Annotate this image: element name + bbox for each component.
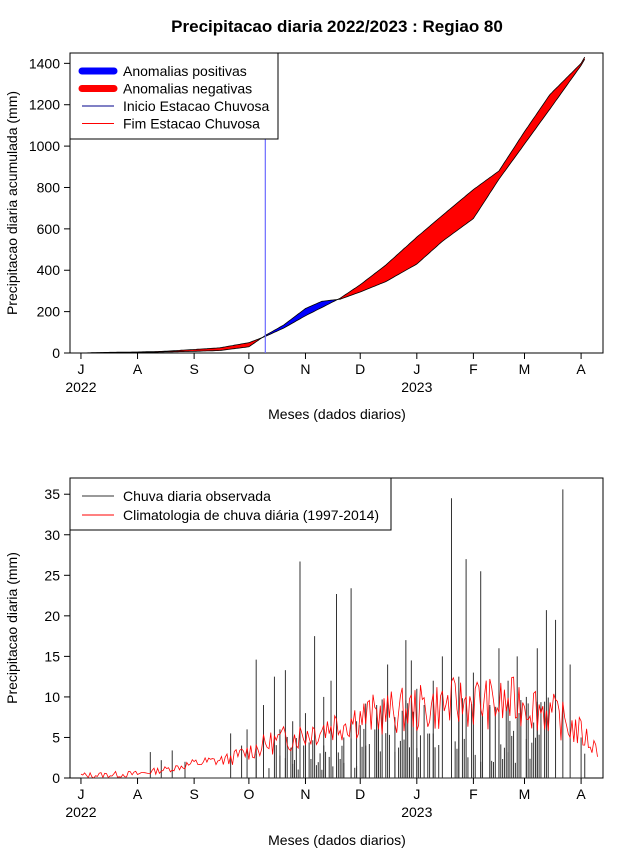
panel-2: 0 5 10 15 20 25 30 35 J A S O N D J F M A 2022 2023 Meses … xyxy=(4,477,604,848)
panel2-observed-bars xyxy=(149,489,586,778)
x-tick-label-3: O xyxy=(243,361,254,377)
y-tick-label-6: 30 xyxy=(44,527,60,543)
panel2-climatology xyxy=(80,676,598,779)
x-tick-label-9: A xyxy=(576,361,586,377)
x-tick-label-4: N xyxy=(300,361,310,377)
y-tick-label-7: 35 xyxy=(44,486,60,502)
y-tick-label-3: 15 xyxy=(44,648,60,664)
legend-label-0: Chuva diaria observada xyxy=(123,488,271,504)
x-tick-label-8: M xyxy=(519,786,531,802)
negative-anomaly-area-0 xyxy=(81,337,262,353)
y-tick-label-0: 0 xyxy=(52,345,60,361)
y-tick-label-1: 200 xyxy=(37,304,61,320)
x-tick-label-5: D xyxy=(355,786,365,802)
year-label-1: 2023 xyxy=(401,804,432,820)
panel2-y-axis: 0 5 10 15 20 25 30 35 xyxy=(44,486,70,786)
x-tick-label-7: F xyxy=(469,361,478,377)
x-tick-label-1: A xyxy=(133,786,143,802)
negative-anomaly-area-2 xyxy=(336,57,585,300)
x-tick-label-6: J xyxy=(413,361,420,377)
x-tick-label-3: O xyxy=(243,786,254,802)
y-tick-label-2: 10 xyxy=(44,689,60,705)
legend-label-2: Inicio Estacao Chuvosa xyxy=(123,98,270,114)
panel2-legend: Chuva diaria observada Climatologia de ch… xyxy=(69,477,392,531)
legend-box xyxy=(69,52,279,140)
x-tick-label-4: N xyxy=(300,786,310,802)
panel1-x-label: Meses (dados diarios) xyxy=(268,406,406,422)
year-label-0: 2022 xyxy=(65,804,96,820)
y-tick-label-2: 400 xyxy=(37,262,61,278)
panel1-plot-frame xyxy=(69,52,604,354)
y-tick-label-3: 600 xyxy=(37,221,61,237)
legend-label-3: Fim Estacao Chuvosa xyxy=(123,116,260,132)
legend-box xyxy=(69,477,392,531)
panel1-legend: Anomalias positivas Anomalias negativasIn… xyxy=(69,52,279,140)
panel2-x-label: Meses (dados diarios) xyxy=(268,832,406,848)
legend-label-0: Anomalias positivas xyxy=(123,63,247,79)
x-tick-label-1: A xyxy=(133,361,143,377)
panel1-title: Precipitacao diaria 2022/2023 : Regiao 8… xyxy=(171,17,503,36)
x-tick-label-2: S xyxy=(189,786,198,802)
x-tick-label-2: S xyxy=(189,361,198,377)
panel2-x-axis: J A S O N D J F M A 2022 2023 xyxy=(65,778,586,820)
x-tick-label-6: J xyxy=(413,786,420,802)
x-tick-label-7: F xyxy=(469,786,478,802)
y-tick-label-4: 20 xyxy=(44,608,60,624)
panel2-y-label: Precipitacao diaria (mm) xyxy=(4,552,20,704)
panel1-x-axis: J A S O N D J F M A 2022 2023 xyxy=(65,353,586,395)
x-tick-label-9: A xyxy=(576,786,586,802)
y-tick-label-7: 1400 xyxy=(29,55,60,71)
x-tick-label-0: J xyxy=(77,361,84,377)
y-tick-label-0: 0 xyxy=(52,770,60,786)
legend-label-1: Anomalias negativas xyxy=(123,81,252,97)
y-tick-label-4: 800 xyxy=(37,179,61,195)
panel-1: Precipitacao diaria 2022/2023 : Regiao 8… xyxy=(4,17,604,422)
x-tick-label-0: J xyxy=(77,786,84,802)
x-tick-label-5: D xyxy=(355,361,365,377)
legend-label-1: Climatologia de chuva diária (1997-2014) xyxy=(123,507,379,523)
y-tick-label-6: 1200 xyxy=(29,97,60,113)
climatology-accumulated-line xyxy=(81,56,586,354)
climatology-daily-line xyxy=(80,676,598,779)
y-tick-label-5: 1000 xyxy=(29,138,60,154)
y-tick-label-5: 25 xyxy=(44,567,60,583)
panel1-y-label: Precipitacao diaria acumulada (mm) xyxy=(4,91,20,315)
panel1-y-axis: 0 200 400 600 800 1000 1200 1400 xyxy=(29,55,70,361)
x-tick-label-8: M xyxy=(519,361,531,377)
year-label-1: 2023 xyxy=(401,379,432,395)
year-label-0: 2022 xyxy=(65,379,96,395)
observed-accumulated-line xyxy=(81,58,586,354)
y-tick-label-1: 5 xyxy=(52,729,60,745)
